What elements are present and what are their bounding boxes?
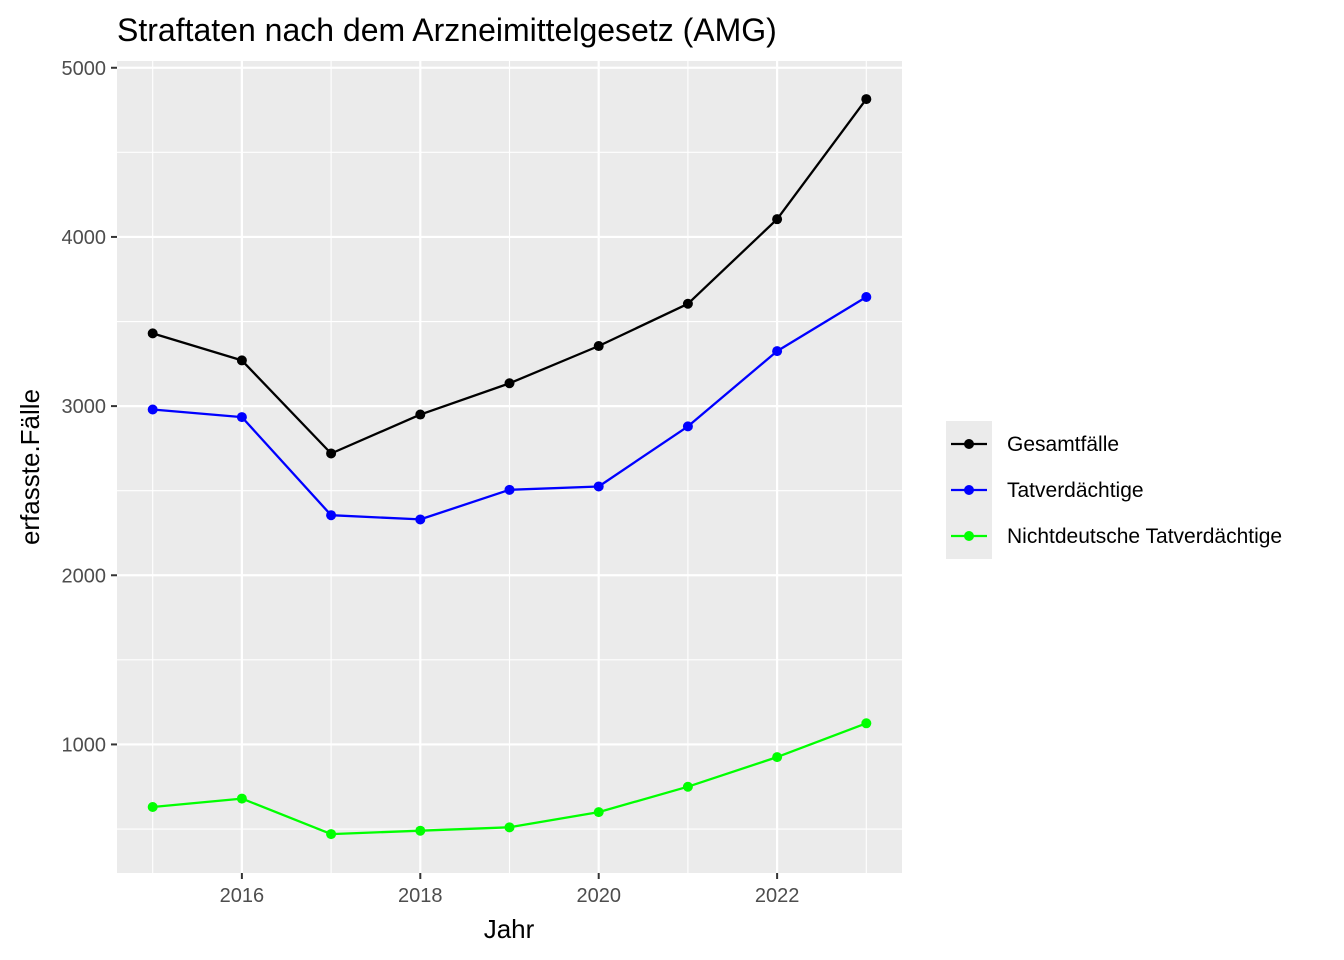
data-point — [861, 94, 872, 105]
data-point — [682, 298, 693, 309]
x-axis-title: Jahr — [484, 914, 535, 944]
data-point — [236, 412, 247, 423]
data-point — [772, 346, 783, 357]
x-tick-label: 2020 — [576, 885, 621, 907]
chart-title: Straftaten nach dem Arzneimittelgesetz (… — [117, 12, 777, 48]
data-point — [415, 825, 426, 836]
legend-key-point — [964, 485, 974, 495]
legend-item: Tatverdächtige — [951, 479, 1144, 502]
data-point — [504, 378, 515, 389]
y-tick-label: 2000 — [62, 565, 107, 587]
data-point — [772, 214, 783, 225]
y-tick-label: 3000 — [62, 396, 107, 418]
y-tick-label: 5000 — [62, 58, 107, 80]
legend-key-point — [964, 439, 974, 449]
series-layer — [147, 94, 872, 840]
data-point — [593, 481, 604, 492]
x-tick-label: 2022 — [755, 885, 800, 907]
axes: 2016 2018 2020 2022 1000 2000 3000 4000 5000 — [62, 58, 800, 907]
data-point — [147, 328, 158, 339]
series-1 — [147, 94, 872, 459]
data-point — [861, 291, 872, 302]
x-tick-label: 2018 — [398, 885, 443, 907]
legend-item: Gesamtfälle — [951, 433, 1119, 456]
legend-item: Nichtdeutsche Tatverdächtige — [951, 525, 1282, 548]
legend: Gesamtfälle Tatverdächtige Nichtdeutsche T… — [946, 421, 1282, 559]
data-point — [326, 829, 337, 840]
data-point — [682, 421, 693, 432]
y-tick-label: 4000 — [62, 227, 107, 249]
legend-label: Nichtdeutsche Tatverdächtige — [1007, 525, 1282, 548]
data-point — [504, 822, 515, 833]
legend-key-point — [964, 531, 974, 541]
data-point — [236, 793, 247, 804]
data-point — [593, 807, 604, 818]
y-tick-label: 1000 — [62, 734, 107, 756]
series-3 — [147, 718, 872, 840]
data-point — [236, 355, 247, 366]
legend-label: Tatverdächtige — [1007, 479, 1144, 502]
data-point — [682, 781, 693, 792]
data-point — [326, 510, 337, 521]
data-point — [147, 802, 158, 813]
data-point — [593, 341, 604, 352]
series-2 — [147, 291, 872, 525]
grid-lines — [117, 61, 902, 873]
data-point — [326, 448, 337, 459]
data-point — [415, 409, 426, 420]
data-point — [861, 718, 872, 729]
data-point — [147, 404, 158, 415]
y-axis-title: erfasste.Fälle — [15, 389, 45, 545]
x-tick-label: 2016 — [220, 885, 265, 907]
data-point — [415, 514, 426, 525]
data-point — [772, 752, 783, 763]
legend-label: Gesamtfälle — [1007, 433, 1119, 456]
data-point — [504, 484, 515, 495]
